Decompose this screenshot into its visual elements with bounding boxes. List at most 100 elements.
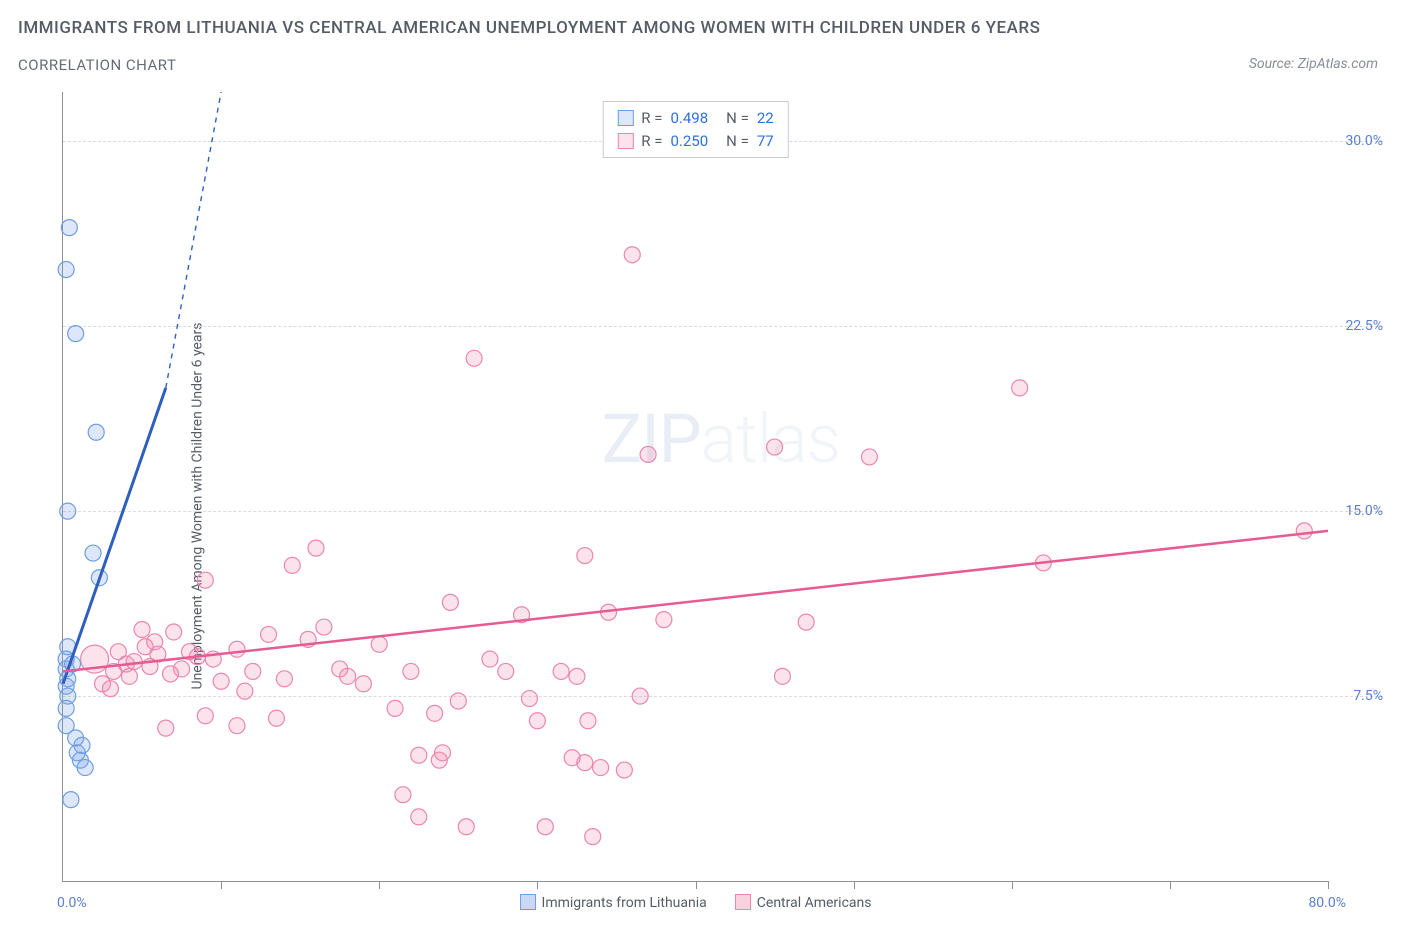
- data-point: [442, 594, 458, 610]
- data-point: [88, 424, 104, 440]
- data-point: [593, 760, 609, 776]
- x-tick: [696, 881, 697, 889]
- data-point: [411, 747, 427, 763]
- data-point: [355, 676, 371, 692]
- chart-title: IMMIGRANTS FROM LITHUANIA VS CENTRAL AME…: [18, 18, 1040, 38]
- data-point: [616, 762, 632, 778]
- data-point: [482, 651, 498, 667]
- data-point: [529, 713, 545, 729]
- x-axis-max-label: 80.0%: [1308, 895, 1346, 911]
- data-point: [60, 503, 76, 519]
- legend-r-val: 0.250: [670, 130, 708, 153]
- data-point: [63, 792, 79, 808]
- legend-row: R = 0.498N = 22: [617, 107, 773, 130]
- source-attribution: Source: ZipAtlas.com: [1249, 56, 1378, 72]
- data-point: [403, 663, 419, 679]
- data-point: [1012, 380, 1028, 396]
- data-point: [774, 668, 790, 684]
- data-point: [229, 718, 245, 734]
- x-tick: [1012, 881, 1013, 889]
- legend-n-key: N =: [726, 130, 749, 153]
- correlation-legend: R = 0.498N = 22R = 0.250N = 77: [602, 101, 788, 158]
- data-point: [268, 710, 284, 726]
- data-point: [569, 668, 585, 684]
- data-point: [387, 700, 403, 716]
- data-point: [58, 262, 74, 278]
- data-point: [332, 661, 348, 677]
- x-axis-min-label: 0.0%: [57, 895, 87, 911]
- data-point: [498, 663, 514, 679]
- data-point: [767, 439, 783, 455]
- y-tick-label: 22.5%: [1345, 318, 1383, 334]
- data-point: [411, 809, 427, 825]
- y-tick-label: 7.5%: [1353, 688, 1383, 704]
- data-point: [450, 693, 466, 709]
- data-point: [134, 622, 150, 638]
- data-point: [553, 663, 569, 679]
- legend-item: Central Americans: [735, 894, 872, 911]
- legend-n-key: N =: [726, 107, 749, 130]
- data-point: [371, 636, 387, 652]
- data-point: [245, 663, 261, 679]
- trend-line-extrapolated: [166, 92, 221, 388]
- data-point: [147, 634, 163, 650]
- data-point: [276, 671, 292, 687]
- data-point: [163, 666, 179, 682]
- data-point: [1296, 523, 1312, 539]
- data-point: [656, 612, 672, 628]
- x-tick: [1170, 881, 1171, 889]
- y-tick-label: 15.0%: [1345, 503, 1383, 519]
- data-point: [68, 326, 84, 342]
- legend-label: Central Americans: [757, 895, 872, 911]
- legend-r-key: R =: [641, 107, 662, 130]
- data-point: [537, 819, 553, 835]
- data-point: [126, 654, 142, 670]
- data-point: [121, 668, 137, 684]
- data-point: [395, 787, 411, 803]
- data-point: [458, 819, 474, 835]
- data-point: [580, 713, 596, 729]
- data-point: [308, 540, 324, 556]
- data-point: [427, 705, 443, 721]
- data-point: [197, 572, 213, 588]
- plot-area: ZIPatlas R = 0.498N = 22R = 0.250N = 77 …: [62, 92, 1328, 882]
- data-point: [316, 619, 332, 635]
- y-tick-label: 30.0%: [1345, 133, 1383, 149]
- trend-line: [63, 531, 1328, 672]
- legend-row: R = 0.250N = 77: [617, 130, 773, 153]
- legend-swatch: [617, 110, 633, 126]
- data-point: [102, 681, 118, 697]
- data-point: [58, 700, 74, 716]
- data-point: [158, 720, 174, 736]
- data-point: [261, 626, 277, 642]
- x-tick: [537, 881, 538, 889]
- data-point: [229, 641, 245, 657]
- data-point: [585, 829, 601, 845]
- data-point: [166, 624, 182, 640]
- data-point: [431, 752, 447, 768]
- data-point: [861, 449, 877, 465]
- x-tick: [379, 881, 380, 889]
- data-point: [197, 708, 213, 724]
- series-legend: Immigrants from Lithuania Central America…: [520, 894, 872, 911]
- data-point: [85, 545, 101, 561]
- legend-swatch: [735, 894, 751, 910]
- data-point: [77, 760, 93, 776]
- legend-swatch: [617, 133, 633, 149]
- data-point: [466, 350, 482, 366]
- legend-r-key: R =: [641, 130, 662, 153]
- data-point: [577, 548, 593, 564]
- data-point: [521, 691, 537, 707]
- chart-subtitle: CORRELATION CHART: [18, 56, 176, 74]
- x-tick: [1328, 881, 1329, 889]
- data-point: [798, 614, 814, 630]
- data-point: [213, 673, 229, 689]
- data-point: [577, 755, 593, 771]
- data-point: [640, 446, 656, 462]
- data-point: [624, 247, 640, 263]
- chart-container: Unemployment Among Women with Children U…: [18, 92, 1388, 920]
- scatter-svg: [63, 92, 1328, 881]
- x-tick: [221, 881, 222, 889]
- legend-n-val: 22: [757, 107, 774, 130]
- legend-item: Immigrants from Lithuania: [520, 894, 707, 911]
